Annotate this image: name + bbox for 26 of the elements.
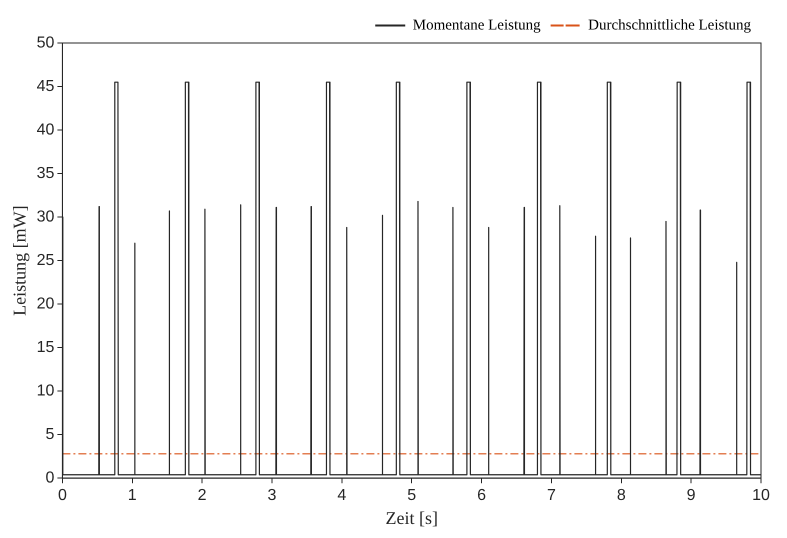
y-tick-label: 30: [36, 208, 54, 226]
x-tick-label: 5: [407, 487, 416, 504]
y-tick-label: 45: [36, 78, 54, 95]
y-tick-label: 0: [45, 470, 54, 487]
legend-label: Durchschnittliche Leistung: [588, 17, 752, 34]
x-tick-label: 7: [546, 487, 556, 504]
x-tick-label: 0: [58, 487, 67, 504]
y-tick-label: 40: [36, 121, 54, 138]
x-tick-label: 4: [337, 487, 346, 504]
x-tick-label: 10: [752, 487, 770, 504]
x-tick-label: 8: [616, 487, 626, 504]
legend-label: Momentane Leistung: [412, 17, 542, 34]
x-tick-label: 9: [686, 487, 696, 504]
y-tick-label: 10: [36, 382, 54, 400]
y-tick-label: 35: [36, 164, 54, 182]
y-tick-label: 20: [36, 296, 54, 313]
y-axis-title: Leistung [mW]: [10, 205, 30, 316]
x-tick-label: 1: [128, 487, 137, 504]
y-tick-label: 25: [36, 252, 54, 270]
x-tick-label: 2: [198, 487, 207, 504]
x-axis-title: Zeit [s]: [385, 508, 438, 528]
y-tick-label: 5: [45, 426, 54, 444]
y-tick-label: 15: [36, 339, 54, 356]
x-tick-label: 6: [477, 487, 486, 504]
x-tick-label: 3: [268, 487, 277, 504]
y-tick-label: 50: [36, 34, 54, 52]
